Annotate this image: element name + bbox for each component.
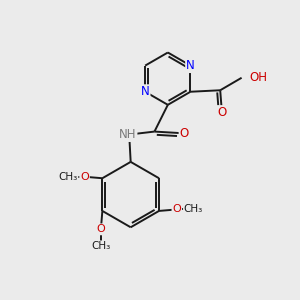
Text: N: N bbox=[141, 85, 150, 98]
Text: CH₃: CH₃ bbox=[184, 204, 203, 214]
Text: N: N bbox=[186, 59, 195, 72]
Text: O: O bbox=[97, 224, 105, 234]
Text: O: O bbox=[180, 127, 189, 140]
Text: O: O bbox=[172, 204, 181, 214]
Text: O: O bbox=[80, 172, 89, 182]
Text: CH₃: CH₃ bbox=[91, 241, 110, 251]
Text: OH: OH bbox=[249, 71, 267, 84]
Text: O: O bbox=[217, 106, 226, 119]
Text: NH: NH bbox=[119, 128, 136, 141]
Text: CH₃: CH₃ bbox=[58, 172, 78, 182]
